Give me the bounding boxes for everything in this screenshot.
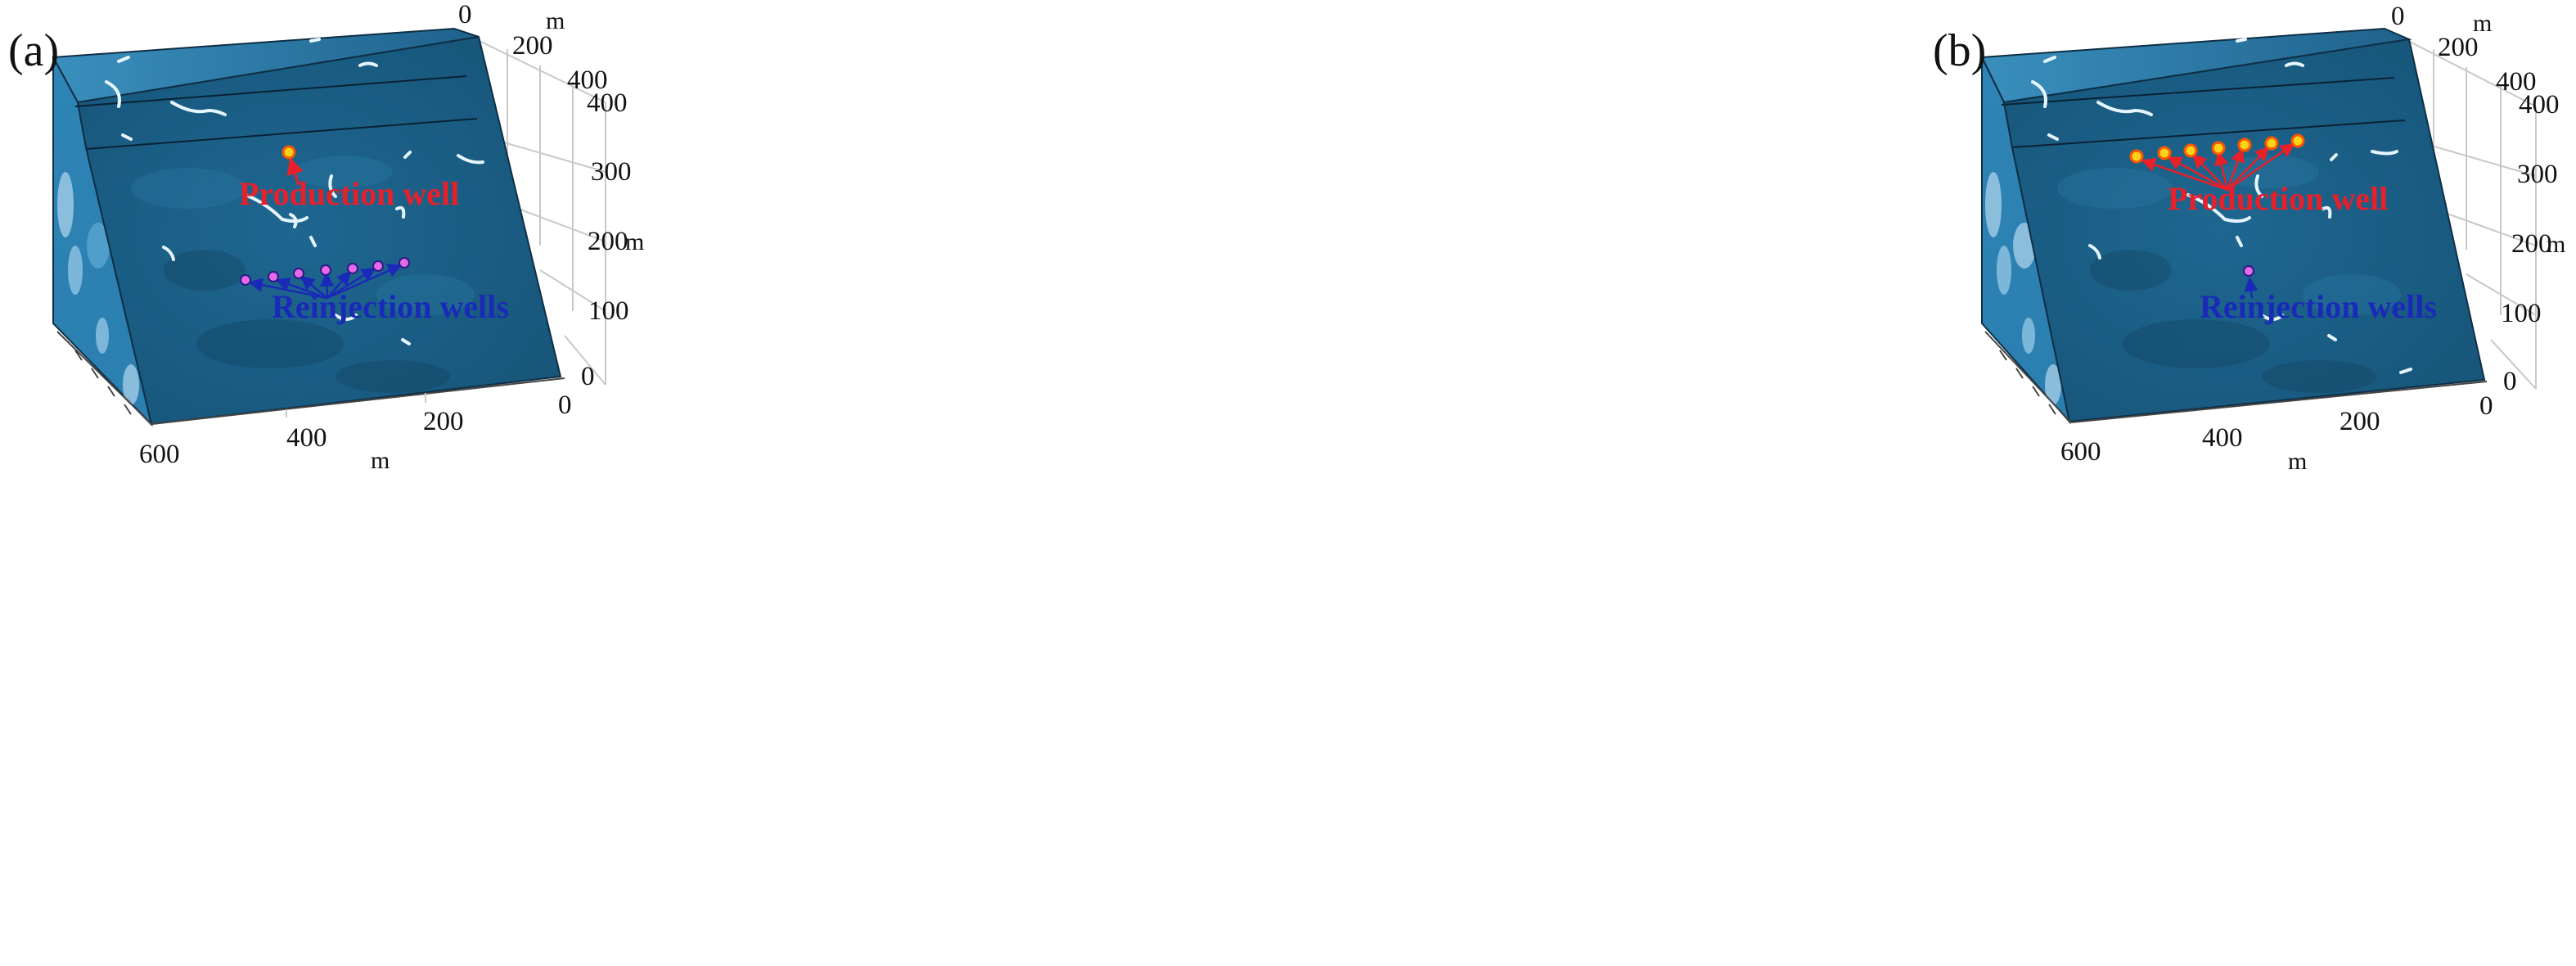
reinjection-well-marker [293,268,304,279]
fractures [2031,38,2412,374]
x-tick-600: 600 [139,440,180,469]
reinjection-well-marker [347,263,358,274]
side-texture [57,172,139,405]
rock-texture [131,156,475,393]
y-tick-2: 400 [2496,67,2537,97]
panel-label: (b) [1933,25,1986,76]
reinjection-well-marker [2243,265,2254,277]
panel-b-figure: Production well Reinjection wells (b) 0 … [1933,2,2565,475]
panel-b: Production well Reinjection wells (b) 0 … [1288,0,2576,966]
x-tick-0: 0 [558,390,572,420]
x-tick-400: 400 [286,423,327,453]
y-tick-1: 200 [2438,33,2479,62]
z-unit: m [625,228,644,255]
reinjection-wells [2243,265,2259,299]
production-well-label: Production well [239,175,459,212]
y-unit: m [546,7,565,34]
bottom-axis [1984,331,2488,423]
y-tick-2: 400 [567,65,608,95]
strata-lines [74,75,478,150]
z-unit: m [2547,231,2565,258]
z-tick-400: 400 [587,88,628,118]
block-front-face [76,35,562,426]
production-well-marker [281,145,296,160]
production-well-marker [2157,146,2172,160]
rock-texture [2057,156,2401,393]
z-tick-200: 200 [588,227,628,256]
x-unit: m [371,447,390,474]
x-grid [286,393,426,418]
reinjection-well-marker [399,257,410,269]
production-well-marker [2183,143,2198,158]
x-tick-600: 600 [2060,437,2101,467]
production-well-marker [2290,133,2305,148]
y-tick-0: 0 [458,0,472,29]
strata-lines [2001,77,2406,148]
production-well-markers [2129,133,2305,164]
reinjection-well-marker [372,260,384,272]
bottom-axis [56,331,565,425]
reinjection-wells-label: Reinjection wells [2200,288,2437,325]
z-tick-100: 100 [2501,299,2542,328]
reinjection-wells [248,264,403,300]
z-tick-0: 0 [581,362,595,391]
panel-a: Production well Reinjection wells (a) 0 … [8,0,644,474]
y-unit: m [2473,10,2492,37]
z-tick-400: 400 [2519,90,2560,120]
x-tick-200: 200 [2340,407,2380,436]
x-tick-0: 0 [2479,391,2493,421]
panel-a-figure: Production well Reinjection wells (a) 0 … [8,0,644,474]
block-front-face [2002,38,2486,423]
production-well-marker [2264,136,2279,151]
production-well-arrows [2141,142,2295,192]
z-tick-300: 300 [591,157,632,187]
fractures [105,38,484,345]
reinjection-wells-label: Reinjection wells [272,288,509,325]
y-tick-1: 200 [512,31,553,61]
x-tick-200: 200 [423,407,464,436]
production-well-marker [2129,149,2144,164]
z-tick-200: 200 [2511,229,2552,259]
production-well-label: Production well [2168,180,2388,217]
production-well-marker [2211,141,2226,156]
panel-label: (a) [8,25,59,76]
reinjection-well-marker [320,264,331,276]
z-tick-100: 100 [588,296,629,326]
y-tick-0: 0 [2391,2,2405,31]
reinjection-well-marker [268,271,279,282]
x-unit: m [2288,448,2307,475]
z-tick-0: 0 [2503,367,2517,396]
reinjection-well-marker [240,274,251,286]
z-tick-300: 300 [2517,160,2558,189]
production-wells [281,145,304,186]
reinjection-well-markers [240,257,410,286]
x-tick-400: 400 [2202,423,2243,453]
production-well-marker [2237,138,2252,152]
